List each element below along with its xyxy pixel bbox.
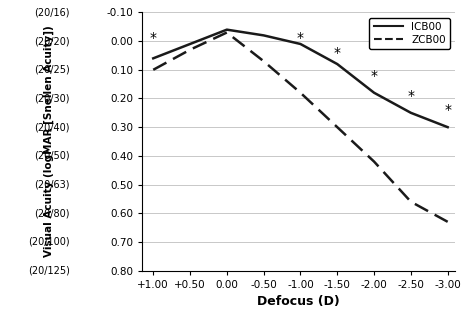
ICB00 <box>335 62 340 66</box>
Y-axis label: Visual Acuity (logMAR [Snellen Acuity]): Visual Acuity (logMAR [Snellen Acuity]) <box>44 26 54 258</box>
ICB00 <box>261 34 266 37</box>
ZCB00 <box>150 68 156 72</box>
Text: *: * <box>371 68 378 82</box>
ICB00 <box>224 28 230 31</box>
ICB00 <box>371 91 377 95</box>
Text: *: * <box>297 31 304 45</box>
Text: (20/100): (20/100) <box>28 237 70 247</box>
Text: *: * <box>334 46 341 60</box>
ZCB00 <box>335 125 340 129</box>
Text: (20/80): (20/80) <box>35 208 70 218</box>
ICB00 <box>150 57 156 60</box>
Text: (20/20): (20/20) <box>34 36 70 46</box>
Text: *: * <box>150 31 157 45</box>
ZCB00 <box>371 160 377 164</box>
ICB00 <box>298 42 303 46</box>
Text: *: * <box>444 103 451 117</box>
Text: (20/40): (20/40) <box>35 122 70 132</box>
Text: (20/16): (20/16) <box>35 7 70 17</box>
ZCB00 <box>408 200 414 204</box>
Text: (20/25): (20/25) <box>34 65 70 75</box>
ICB00 <box>408 111 414 115</box>
ZCB00 <box>187 48 193 52</box>
X-axis label: Defocus (D): Defocus (D) <box>257 295 340 308</box>
Line: ICB00: ICB00 <box>153 30 447 127</box>
ICB00 <box>187 42 193 46</box>
Text: (20/63): (20/63) <box>35 179 70 189</box>
ZCB00 <box>445 220 450 224</box>
Text: (20/50): (20/50) <box>34 151 70 161</box>
Line: ZCB00: ZCB00 <box>153 33 447 222</box>
Text: *: * <box>407 89 414 103</box>
ZCB00 <box>298 91 303 95</box>
Legend: ICB00, ZCB00: ICB00, ZCB00 <box>369 18 450 49</box>
ZCB00 <box>224 31 230 35</box>
Text: (20/125): (20/125) <box>28 266 70 276</box>
Text: (20/30): (20/30) <box>35 94 70 104</box>
ICB00 <box>445 125 450 129</box>
ZCB00 <box>261 59 266 63</box>
